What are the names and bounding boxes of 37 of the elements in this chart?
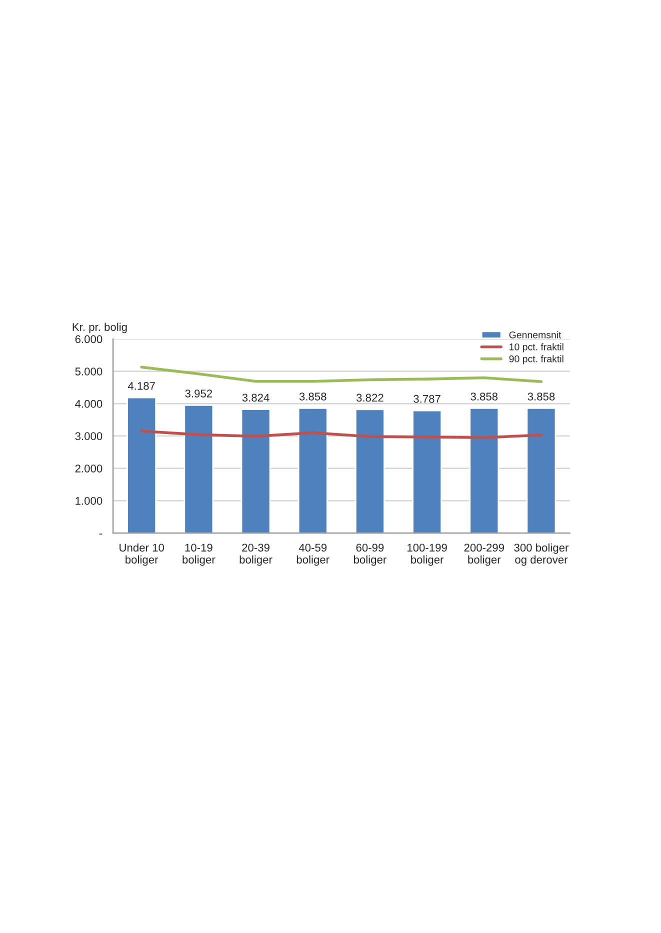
- data-label: 3.824: [242, 394, 270, 402]
- x-tick-label: 200-299 boliger: [464, 544, 504, 566]
- bar: [126, 396, 157, 534]
- y-tick-label: 4.000: [75, 400, 102, 408]
- data-label: 3.858: [470, 392, 498, 400]
- x-tick-label: 40-59 boliger: [296, 544, 330, 566]
- data-label: 3.858: [528, 392, 555, 400]
- data-label: 3.858: [299, 392, 326, 400]
- bar: [184, 404, 214, 534]
- bar: [526, 408, 556, 534]
- bar: [354, 408, 385, 534]
- y-tick-label: -: [99, 534, 102, 535]
- legend-label: Gennemsnit: [509, 331, 562, 338]
- y-tick-label: 1.000: [76, 496, 102, 505]
- x-tick-label: 100-199 boliger: [408, 544, 447, 566]
- x-tick-label: 10-19 boliger: [182, 544, 216, 566]
- data-label: 3.787: [414, 394, 440, 403]
- data-label: 3.822: [356, 394, 384, 402]
- x-tick-label: 300 boliger og derover: [514, 543, 569, 566]
- y-tick-label: 5.000: [75, 368, 102, 376]
- bar: [412, 410, 442, 534]
- data-label: 3.952: [185, 390, 212, 398]
- data-label: 4.187: [128, 382, 155, 390]
- y-tick-label: 6.000: [75, 335, 102, 344]
- y-tick-label: 3.000: [75, 432, 102, 440]
- y-tick-label: 2.000: [75, 464, 102, 472]
- bar: [240, 408, 271, 534]
- legend-label: 10 pct. fraktil: [510, 343, 564, 352]
- x-tick-label: 20-39 boliger: [240, 544, 272, 566]
- x-tick-label: Under 10 boliger: [120, 543, 164, 566]
- y-axis-title: Kr. pr. bolig: [72, 322, 127, 334]
- legend-label: 90 pct. fraktil: [509, 355, 564, 364]
- bar: [298, 408, 328, 534]
- bar: [469, 408, 500, 534]
- x-tick-label: 60-99 boliger: [354, 544, 386, 566]
- line-series: [140, 430, 543, 439]
- line-series: [140, 366, 543, 384]
